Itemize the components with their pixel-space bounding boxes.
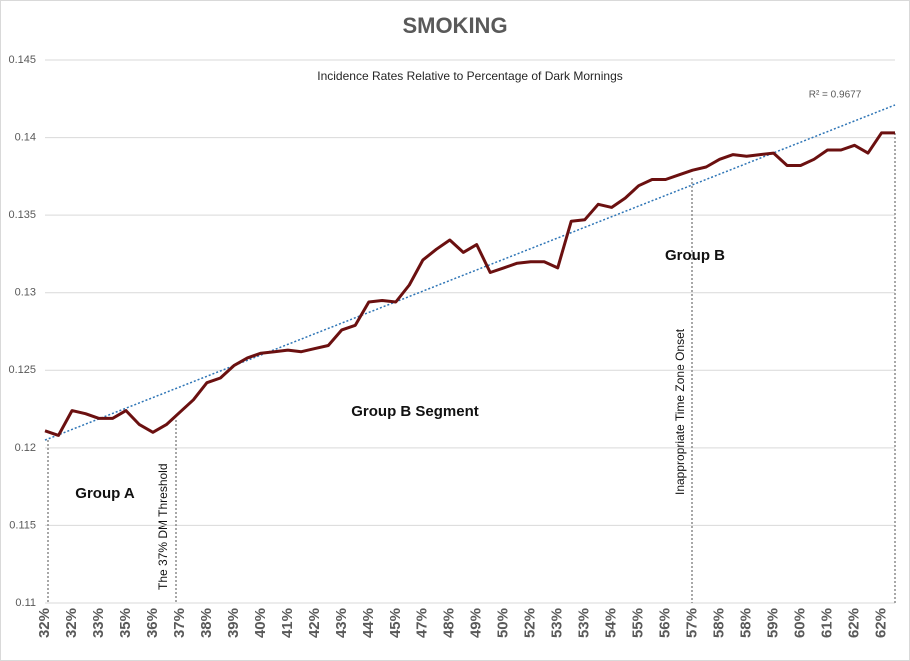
y-tick-label: 0.13	[15, 287, 36, 299]
r-squared-label: R² = 0.9677	[809, 90, 862, 101]
x-tick-label: 59%	[765, 608, 782, 638]
x-tick-label: 47%	[414, 608, 431, 638]
x-tick-label: 50%	[495, 608, 512, 638]
x-tick-label: 57%	[684, 608, 701, 638]
x-tick-label: 44%	[360, 608, 377, 638]
x-tick-label: 37%	[171, 608, 188, 638]
x-tick-label: 58%	[711, 608, 728, 638]
x-tick-label: 49%	[468, 608, 485, 638]
x-tick-label: 58%	[738, 608, 755, 638]
y-tick-label: 0.14	[15, 131, 36, 143]
x-tick-label: 52%	[522, 608, 539, 638]
x-tick-label: 33%	[90, 608, 107, 638]
y-tick-label: 0.115	[9, 519, 36, 531]
x-tick-label: 39%	[225, 608, 242, 638]
x-tick-label: 41%	[279, 608, 296, 638]
x-tick-label: 42%	[306, 608, 323, 638]
y-tick-label: 0.11	[15, 597, 36, 609]
annotation: Group B Segment	[351, 403, 479, 420]
y-tick-label: 0.135	[8, 209, 36, 221]
x-tick-label: 36%	[144, 608, 161, 638]
trendline	[44, 104, 896, 441]
y-tick-label: 0.12	[15, 442, 36, 454]
threshold-label: The 37% DM Threshold	[156, 463, 170, 590]
y-tick-label: 0.125	[8, 364, 36, 376]
annotation: Group A	[75, 485, 135, 502]
x-tick-label: 38%	[198, 608, 215, 638]
chart-title: SMOKING	[402, 13, 507, 38]
x-tick-label: 48%	[441, 608, 458, 638]
x-tick-label: 43%	[333, 608, 350, 638]
x-tick-label: 55%	[630, 608, 647, 638]
threshold-label: Inappropriate Time Zone Onset	[673, 328, 687, 495]
x-tick-label: 32%	[36, 608, 53, 638]
data-line	[44, 131, 895, 437]
x-tick-label: 62%	[845, 608, 862, 638]
x-tick-label: 60%	[792, 608, 809, 638]
x-tick-label: 32%	[63, 608, 80, 638]
x-tick-label: 35%	[117, 608, 134, 638]
x-tick-label: 61%	[819, 608, 836, 638]
x-tick-label: 45%	[387, 608, 404, 638]
chart-subtitle: Incidence Rates Relative to Percentage o…	[317, 69, 623, 83]
x-tick-label: 40%	[252, 608, 269, 638]
x-tick-label: 62%	[872, 608, 889, 638]
y-tick-label: 0.145	[8, 54, 36, 66]
x-tick-label: 56%	[657, 608, 674, 638]
x-tick-label: 53%	[576, 608, 593, 638]
x-tick-label: 53%	[549, 608, 566, 638]
annotation: Group B	[665, 247, 725, 264]
x-tick-label: 54%	[603, 608, 620, 638]
